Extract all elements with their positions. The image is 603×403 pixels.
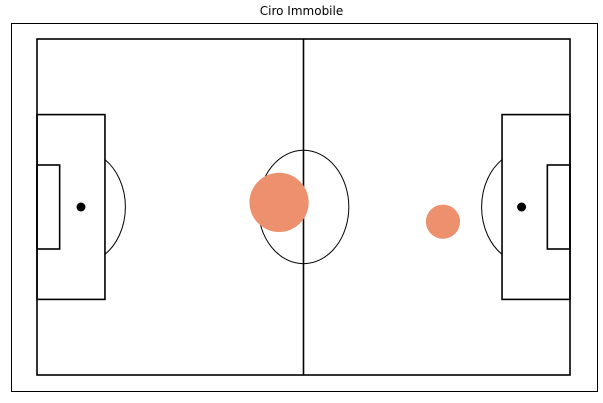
axes-frame xyxy=(11,23,598,392)
shot-marker-2 xyxy=(425,204,461,239)
shot-marker-1 xyxy=(249,172,309,232)
left-penalty-spot xyxy=(76,202,86,212)
right-penalty-arc xyxy=(481,159,503,255)
right-penalty-spot xyxy=(517,202,527,212)
left-six-yard-box xyxy=(36,164,61,250)
left-penalty-arc xyxy=(104,159,126,255)
right-penalty-area xyxy=(501,113,571,301)
chart-title: Ciro Immobile xyxy=(259,4,344,18)
left-penalty-area xyxy=(36,113,106,301)
pitch-lines xyxy=(36,38,571,376)
shot-markers xyxy=(249,172,461,239)
right-six-yard-box xyxy=(546,164,571,250)
